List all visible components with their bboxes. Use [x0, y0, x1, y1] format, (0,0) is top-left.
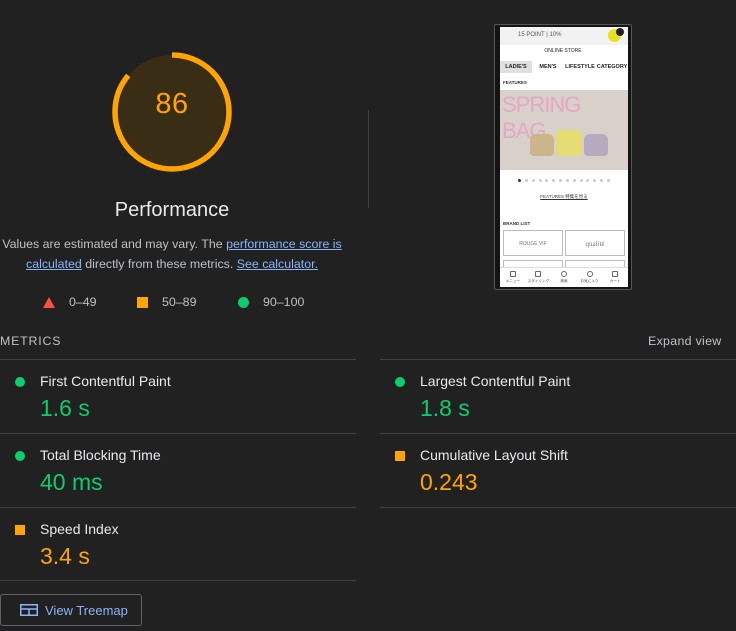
- thumb-brand-list: BRAND LIST: [503, 221, 531, 226]
- performance-score-link[interactable]: performance score is calculated: [26, 237, 342, 271]
- bag-image: [530, 134, 554, 156]
- metric-value: 0.243: [420, 469, 478, 495]
- metric-value: 3.4 s: [40, 543, 90, 569]
- metric-largest-contentful-paint: Largest Contentful Paint 1.8 s: [380, 360, 736, 434]
- metric-label: Speed Index: [40, 521, 119, 537]
- page-screenshot[interactable]: 15 POINT | 10% ONLINE STORE LADIE'S MEN'…: [500, 27, 628, 287]
- bag-image: [556, 130, 582, 156]
- good-circle-icon: [395, 377, 405, 387]
- metrics-heading: METRICS: [0, 334, 62, 348]
- good-circle-icon: [15, 377, 25, 387]
- legend-label-average: 50–89: [162, 295, 197, 309]
- thumb-brand-card: qualité: [565, 230, 625, 256]
- thumb-banner: 15 POINT | 10%: [500, 27, 628, 45]
- view-treemap-label: View Treemap: [45, 602, 128, 618]
- expand-view-toggle[interactable]: Expand view: [648, 334, 722, 348]
- performance-description: Values are estimated and may vary. The p…: [0, 234, 344, 274]
- thumb-nav: LADIE'S MEN'S LIFESTYLE CATEGORY: [500, 61, 628, 73]
- metric-divider: [0, 359, 356, 360]
- thumb-tabbar: メニュー スタイリング 検索 お気に入り カート: [500, 267, 628, 287]
- metric-value: 40 ms: [40, 469, 103, 495]
- performance-score: 86: [155, 88, 189, 120]
- triangle-red-icon: [43, 296, 55, 308]
- description-middle: directly from these metrics.: [81, 257, 237, 271]
- view-treemap-button[interactable]: View Treemap: [0, 594, 142, 626]
- good-circle-icon: [15, 451, 25, 461]
- metric-divider: [0, 507, 356, 508]
- legend-poor: 0–49: [43, 294, 97, 310]
- thumb-carousel-dots: [518, 179, 610, 183]
- bag-image: [584, 134, 608, 156]
- thumb-features-link: FEATURES 特集を見る: [540, 194, 588, 199]
- metric-label: Cumulative Layout Shift: [420, 447, 568, 463]
- metric-speed-index: Speed Index 3.4 s: [0, 508, 356, 582]
- metric-divider: [380, 359, 736, 360]
- legend-label-poor: 0–49: [69, 295, 97, 309]
- metric-divider: [0, 580, 356, 581]
- vertical-divider: [368, 110, 369, 208]
- metric-total-blocking-time: Total Blocking Time 40 ms: [0, 434, 356, 508]
- description-prefix: Values are estimated and may vary. The: [2, 237, 227, 251]
- thumb-brand-card: [503, 260, 563, 268]
- metric-label: Largest Contentful Paint: [420, 373, 571, 389]
- thumb-close-icon: [616, 28, 624, 36]
- metric-label: First Contentful Paint: [40, 373, 171, 389]
- treemap-icon: [20, 604, 38, 616]
- thumb-brand-card: [565, 260, 625, 268]
- average-square-icon: [15, 525, 25, 535]
- metric-divider: [380, 507, 736, 508]
- legend-label-good: 90–100: [263, 295, 305, 309]
- thumb-logo: ONLINE STORE: [544, 48, 582, 54]
- metric-label: Total Blocking Time: [40, 447, 161, 463]
- thumb-features-label: FEATURES: [503, 80, 527, 85]
- square-orange-icon: [137, 296, 148, 308]
- gauge-arc: [112, 52, 232, 172]
- circle-green-icon: [238, 296, 249, 308]
- metric-divider: [380, 433, 736, 434]
- thumb-brand-card: ROUGE VIF: [503, 230, 563, 256]
- performance-gauge: [112, 52, 232, 172]
- metric-value: 1.8 s: [420, 395, 470, 421]
- average-square-icon: [395, 451, 405, 461]
- metric-first-contentful-paint: First Contentful Paint 1.6 s: [0, 360, 356, 434]
- metric-value: 1.6 s: [40, 395, 90, 421]
- performance-title: Performance: [114, 199, 230, 221]
- metric-cumulative-layout-shift: Cumulative Layout Shift 0.243: [380, 434, 736, 508]
- see-calculator-link[interactable]: See calculator.: [236, 257, 318, 271]
- thumb-hero-image: SPRING BAG: [500, 90, 628, 170]
- legend-good: 90–100: [238, 294, 304, 310]
- legend-average: 50–89: [137, 294, 196, 310]
- metric-divider: [0, 433, 356, 434]
